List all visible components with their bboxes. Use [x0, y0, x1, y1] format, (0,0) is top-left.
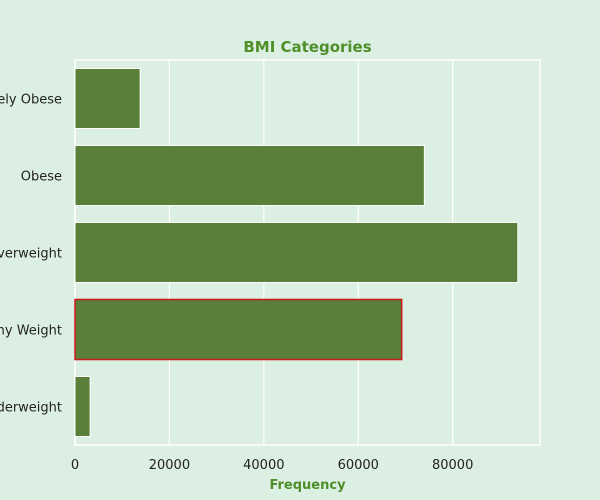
- bar-obese: [74, 144, 425, 207]
- x-tick-0: 0: [71, 458, 79, 473]
- bar-healthy-weight: [74, 298, 403, 361]
- y-tick-overweight: Overweight: [0, 247, 62, 262]
- bars: [74, 67, 519, 438]
- x-tick-labels: 0 20000 40000 60000 80000: [71, 458, 473, 473]
- y-tick-severely-obese: Severely Obese: [0, 93, 62, 108]
- y-tick-obese: Obese: [21, 170, 62, 185]
- x-tick-80000: 80000: [432, 458, 473, 473]
- x-tick-20000: 20000: [149, 458, 190, 473]
- x-tick-40000: 40000: [243, 458, 284, 473]
- y-tick-healthy-weight: Healthy Weight: [0, 324, 62, 339]
- y-tick-labels: Severely Obese Obese Overweight Healthy Wei…: [0, 93, 62, 416]
- x-tick-60000: 60000: [338, 458, 379, 473]
- x-axis-label: Frequency: [269, 478, 346, 493]
- bar-underweight: [74, 375, 91, 438]
- chart-title: BMI Categories: [243, 38, 371, 56]
- y-tick-underweight: Underweight: [0, 401, 62, 416]
- bar-overweight: [74, 221, 519, 284]
- bar-severely-obese: [74, 67, 141, 130]
